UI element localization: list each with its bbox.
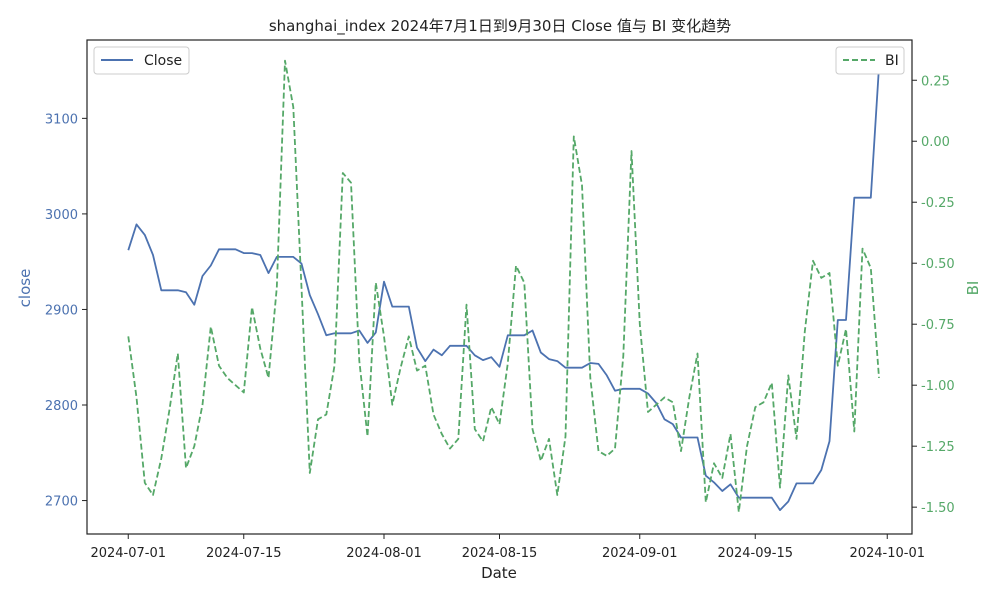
series-bi-line — [127, 59, 880, 513]
y-right-tick-label: -1.50 — [921, 501, 955, 516]
legend-bi: BI — [835, 46, 905, 75]
y-right-tick-label: -0.75 — [921, 318, 955, 333]
x-tick-label: 2024-08-15 — [462, 546, 538, 561]
x-tick-label: 2024-07-01 — [90, 546, 166, 561]
y-right-tick-label: 0.25 — [921, 74, 950, 89]
x-tick-label: 2024-09-01 — [602, 546, 678, 561]
y-axis-left: 2700 2800 2900 3000 3100 — [45, 112, 87, 510]
legend-bi-label: BI — [885, 53, 899, 69]
x-tick-label: 2024-08-01 — [346, 546, 422, 561]
chart-title: shanghai_index 2024年7月1日到9月30日 Close 值与 … — [269, 17, 731, 36]
legend-close-label: Close — [144, 53, 182, 69]
legend-close-box — [93, 46, 190, 75]
x-axis-label: Date — [481, 564, 517, 582]
legend-close: Close — [93, 46, 190, 75]
x-tick-label: 2024-10-01 — [849, 546, 925, 561]
y-left-tick-label: 2700 — [45, 495, 78, 510]
y-right-tick-label: 0.00 — [921, 135, 950, 150]
plot-frame — [86, 39, 913, 535]
series-layer — [127, 59, 880, 513]
series-close-line — [127, 66, 880, 512]
y-axis-left-label: close — [16, 269, 34, 308]
y-right-tick-label: -1.00 — [921, 379, 955, 394]
x-tick-label: 2024-09-15 — [717, 546, 793, 561]
y-axis-right: -1.50 -1.25 -1.00 -0.75 -0.50 -0.25 0.00 0.25 — [912, 74, 955, 516]
y-right-tick-label: -0.25 — [921, 196, 955, 211]
plot-border — [86, 39, 913, 535]
x-axis: 2024-07-01 2024-07-15 2024-08-01 2024-08-15… — [90, 534, 925, 561]
y-axis-right-label: BI — [964, 281, 982, 296]
y-left-tick-label: 3100 — [45, 112, 78, 127]
y-left-tick-label: 3000 — [45, 208, 78, 223]
y-right-tick-label: -1.25 — [921, 440, 955, 455]
y-right-tick-label: -0.50 — [921, 257, 955, 272]
y-left-tick-label: 2800 — [45, 399, 78, 414]
x-tick-label: 2024-07-15 — [206, 546, 282, 561]
y-left-tick-label: 2900 — [45, 303, 78, 318]
